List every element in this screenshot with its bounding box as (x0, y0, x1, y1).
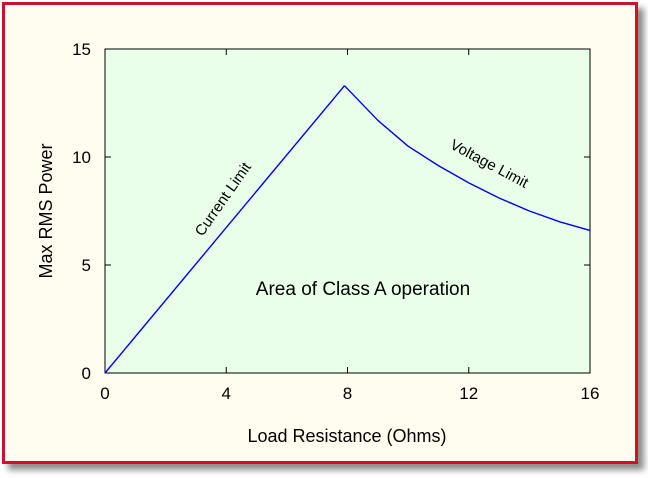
axis-ticks: 0 4 8 12 16 0 5 10 15 (72, 40, 599, 403)
x-tick-label: 8 (343, 384, 352, 403)
x-tick-label: 16 (581, 384, 600, 403)
y-tick-label: 10 (72, 148, 91, 167)
x-axis-label: Load Resistance (Ohms) (247, 426, 446, 446)
y-tick-label: 15 (72, 40, 91, 59)
x-tick-label: 4 (222, 384, 231, 403)
current-limit-line (104, 85, 346, 374)
x-tick-label: 12 (459, 384, 478, 403)
x-tick-label: 0 (100, 384, 109, 403)
plot-area (104, 48, 591, 374)
y-axis-label: Max RMS Power (36, 143, 56, 278)
y-tick-label: 5 (82, 256, 91, 275)
series-lines (104, 85, 591, 374)
region-annotation: Area of Class A operation (256, 279, 470, 300)
voltage-limit-line (343, 85, 591, 232)
y-tick-label: 0 (82, 364, 91, 383)
